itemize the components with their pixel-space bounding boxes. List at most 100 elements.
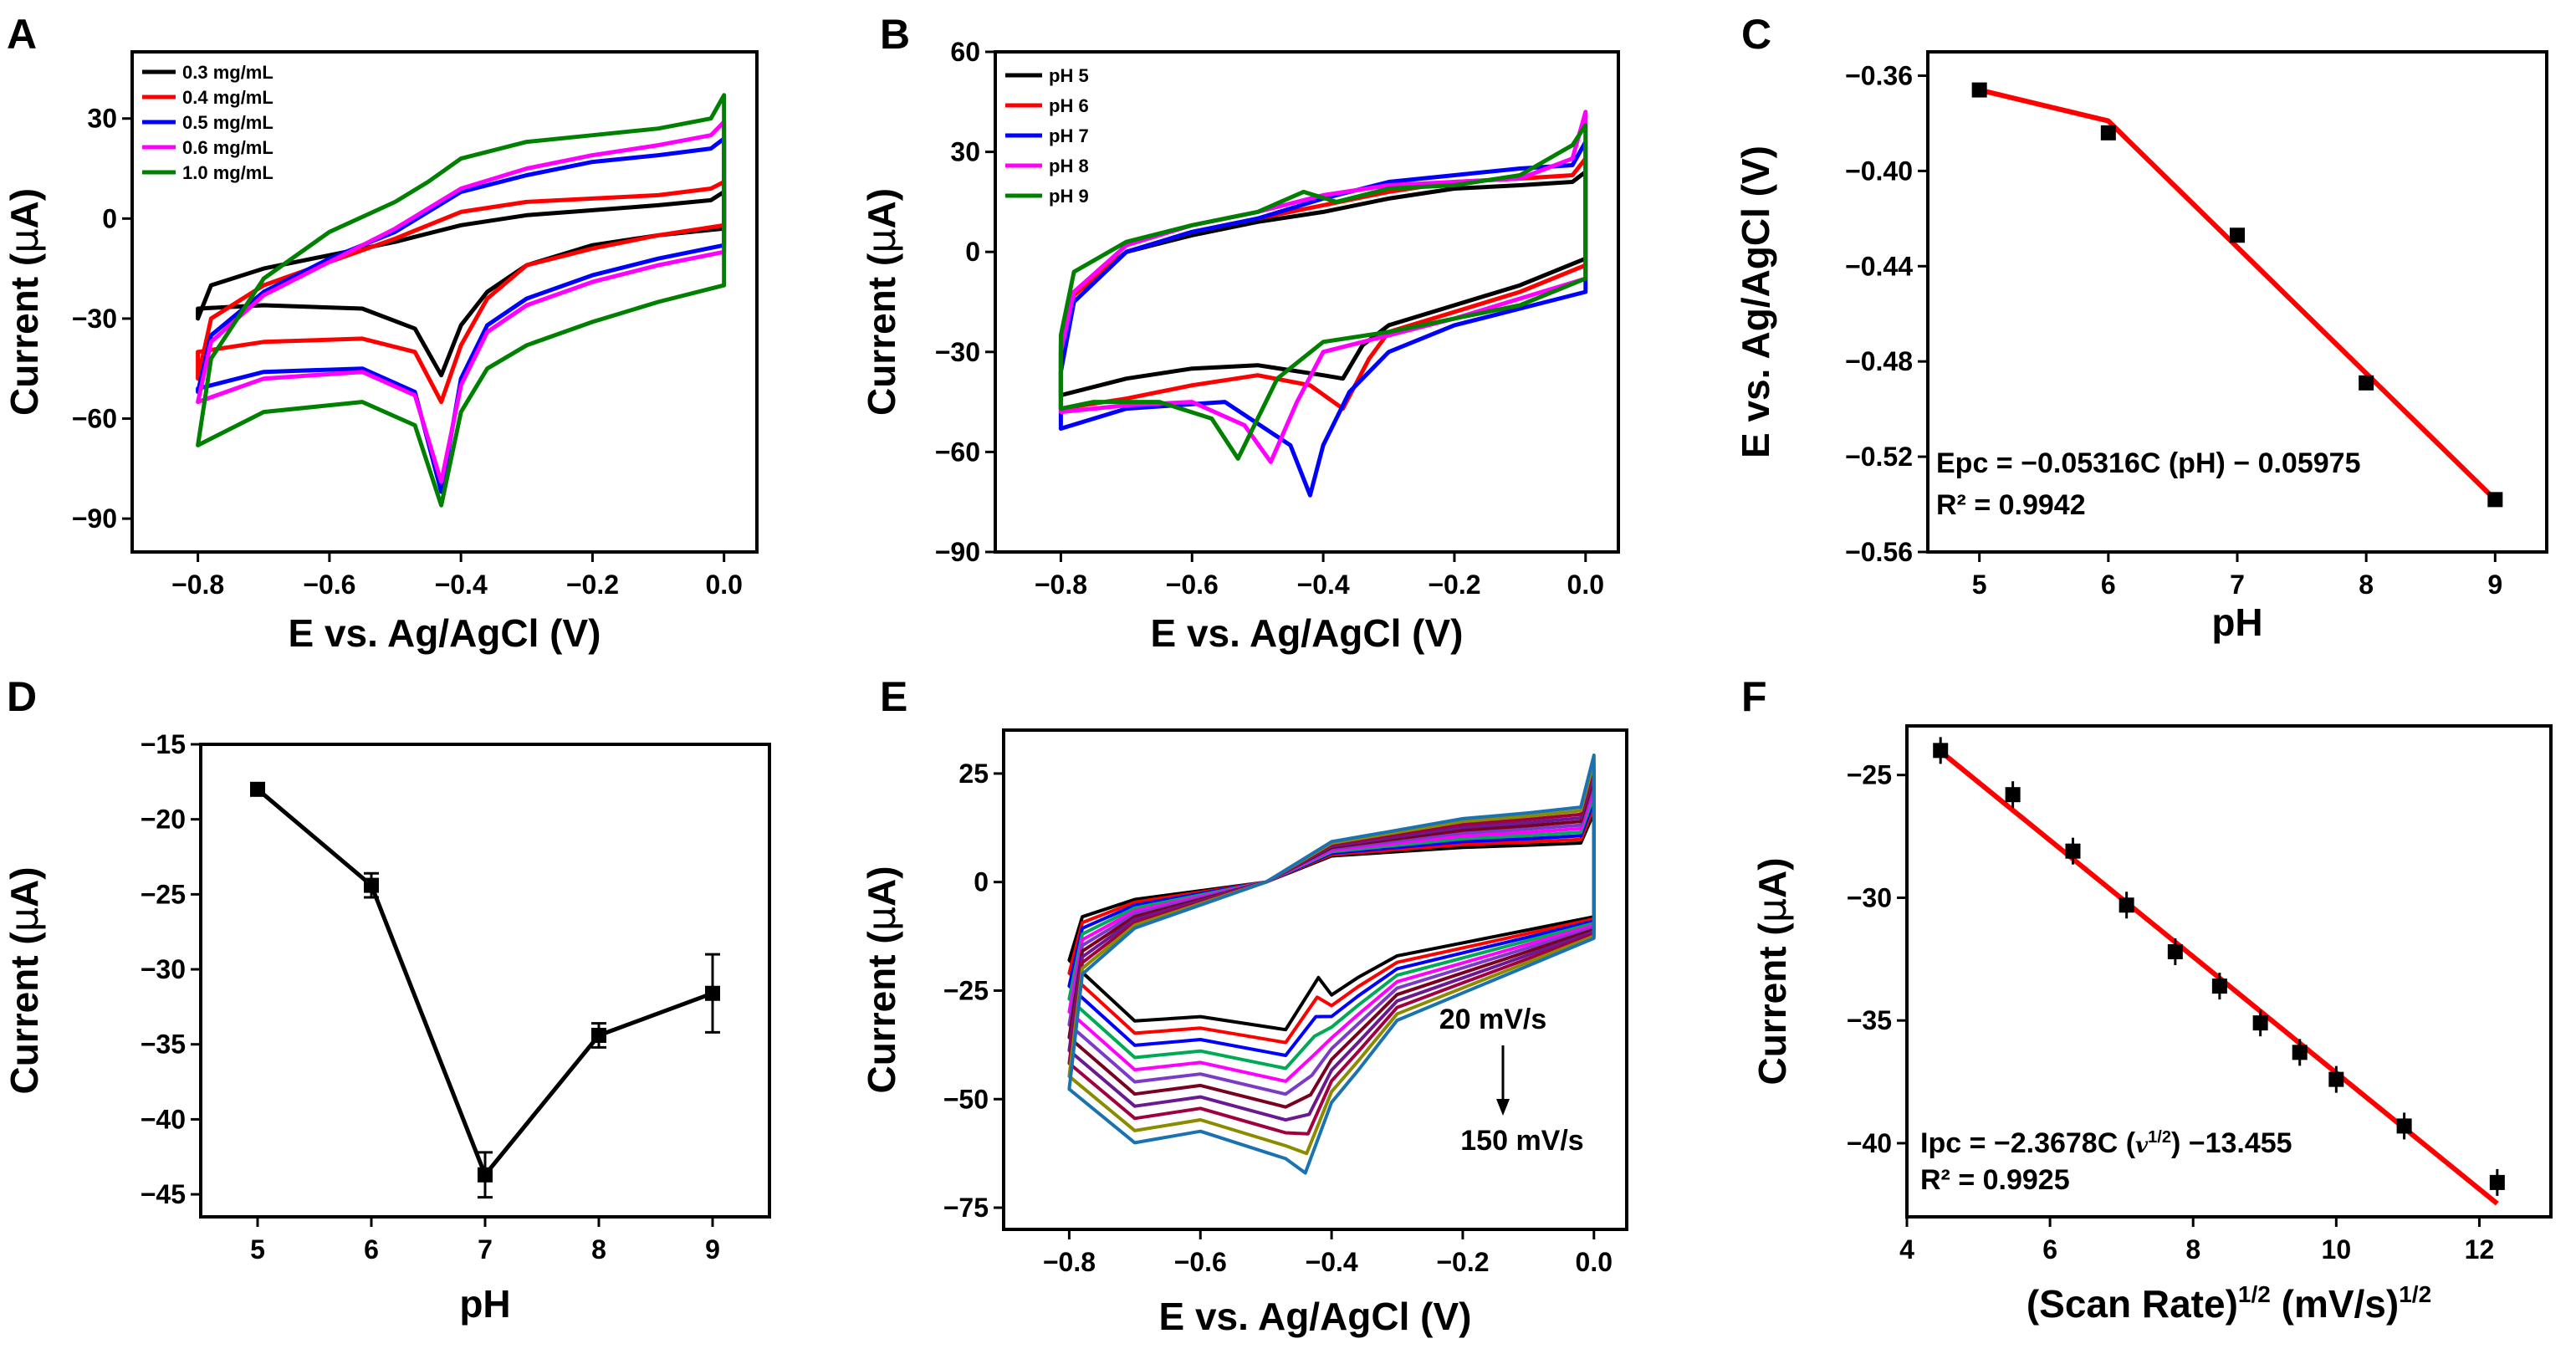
y-tick-label: −90: [72, 503, 117, 534]
y-tick-label: −40: [141, 1104, 186, 1134]
panel-label-f: F: [1741, 673, 1767, 720]
x-tick-label: 9: [2487, 570, 2502, 600]
y-tick-label: −0.56: [1845, 537, 1913, 567]
x-tick-label: −0.4: [435, 570, 488, 600]
y-tick-label: −50: [943, 1084, 989, 1114]
y-tick-label: −30: [935, 337, 980, 367]
data-point: [705, 985, 720, 1001]
cv-curve-4: [196, 120, 727, 484]
x-tick-label: −0.2: [1436, 1247, 1489, 1277]
trend-line: [256, 787, 713, 1178]
panel-label-c: C: [1741, 11, 1771, 58]
legend-entry: 1.0 mg/mL: [182, 162, 273, 183]
scan-rate-end: 150 mV/s: [1460, 1125, 1583, 1157]
x-tick-label: 6: [364, 1234, 379, 1265]
y-tick-label: −60: [935, 437, 980, 467]
y-tick-label: −25: [1847, 760, 1892, 790]
arrow-head: [1496, 1099, 1510, 1116]
y-tick-label: −0.48: [1845, 346, 1913, 376]
y-tick-label: 30: [87, 104, 117, 134]
chart-panel-f: 4 6 8 10 12 −25 −30 −35 −40 Ipc = −2.3678C (v1/2)…: [1750, 724, 2553, 1326]
scan-rate-start: 20 mV/s: [1439, 1004, 1547, 1035]
panel-label-b: B: [880, 11, 910, 58]
y-axis-label: Current (μA): [1750, 857, 1795, 1085]
x-axis-label: E vs. Ag/AgCl (V): [289, 611, 601, 655]
x-tick-label: 9: [705, 1234, 720, 1265]
y-tick-label: −60: [72, 404, 117, 434]
legend-entry: 0.3 mg/mL: [182, 62, 273, 83]
data-point: [2489, 1174, 2505, 1190]
y-axis-label: Current (μA): [2, 866, 47, 1094]
data-point: [2005, 787, 2021, 803]
y-tick-label: −40: [1847, 1128, 1892, 1158]
y-tick-label: −30: [141, 954, 186, 984]
fit-equation: Ipc = −2.3678C (v1/2) −13.455: [1920, 1127, 2292, 1159]
x-tick-label: −0.6: [1174, 1247, 1227, 1277]
legend-entry: pH 5: [1049, 65, 1089, 86]
x-tick-label: 0.0: [1576, 1247, 1613, 1277]
data-point: [2230, 227, 2245, 243]
panel-label-e: E: [880, 673, 907, 720]
chart-panel-c: 5 6 7 8 9 −0.36 −0.40 −0.44 −0.48 −0.52 −0.56 Epc =…: [1734, 50, 2548, 644]
x-tick-label: 4: [1899, 1234, 1914, 1265]
x-tick-label: −0.2: [566, 570, 619, 600]
y-tick-label: −20: [141, 805, 186, 835]
y-axis-label: Current (μA): [859, 188, 904, 416]
data-point: [2167, 944, 2183, 960]
x-tick-label: −0.8: [1035, 570, 1087, 600]
data-point: [591, 1027, 606, 1043]
y-tick-label: −30: [1847, 882, 1892, 912]
legend-entry: 0.6 mg/mL: [182, 137, 273, 158]
y-tick-label: 0: [965, 237, 980, 267]
cv-curve-ph-5: [1058, 123, 1588, 461]
cv-curve-ph-3: [1058, 140, 1588, 498]
y-axis-label: Current (μA): [2, 188, 47, 416]
x-tick-label: −0.8: [1043, 1247, 1096, 1277]
r-squared: R² = 0.9925: [1920, 1164, 2070, 1196]
y-tick-label: 0: [102, 203, 117, 233]
chart-panel-d: 5 6 7 8 9 −15 −20 −25 −30 −35 −40 −45 pH Current (μA): [2, 729, 771, 1326]
y-tick-label: 25: [958, 759, 989, 789]
y-axis-label: E vs. Ag/AgCl (V): [1734, 146, 1777, 458]
panel-label-d: D: [7, 673, 37, 720]
x-tick-label: 8: [2359, 570, 2374, 600]
x-axis-label: E vs. Ag/AgCl (V): [1151, 611, 1464, 655]
y-axis-label: Current (μA): [859, 866, 904, 1093]
y-tick-label: −30: [72, 304, 117, 334]
panel-label-a: A: [7, 11, 37, 58]
y-tick-label: 60: [950, 37, 980, 67]
chart-panel-a: −0.8 −0.6 −0.4 −0.2 0.0 30 0 −30 −60 −90 0.3 mg/mL…: [2, 50, 759, 655]
y-tick-label: −75: [943, 1193, 989, 1223]
x-tick-label: 12: [2465, 1234, 2495, 1265]
y-tick-label: −25: [943, 975, 989, 1005]
x-tick-label: 0.0: [705, 570, 742, 600]
data-point: [364, 877, 379, 893]
x-axis-label: pH: [2211, 600, 2262, 644]
data-point: [2328, 1071, 2344, 1087]
x-axis-label: pH: [459, 1282, 510, 1326]
y-tick-label: −35: [1847, 1005, 1892, 1035]
x-tick-label: −0.8: [171, 570, 224, 600]
y-tick-label: −35: [141, 1030, 186, 1060]
y-tick-label: 0: [974, 867, 989, 897]
x-tick-label: 5: [1972, 570, 1987, 600]
x-tick-label: 5: [250, 1234, 265, 1265]
x-tick-label: 6: [2042, 1234, 2057, 1265]
x-axis-label: E vs. Ag/AgCl (V): [1159, 1295, 1472, 1338]
legend-entry: pH 8: [1049, 156, 1089, 176]
y-tick-label: −90: [935, 537, 980, 567]
y-tick-label: −15: [141, 729, 186, 759]
x-tick-label: 7: [478, 1234, 493, 1265]
y-tick-label: −45: [141, 1179, 186, 1209]
legend-entry: pH 9: [1049, 186, 1089, 207]
data-point: [2396, 1118, 2412, 1134]
chart-panel-e: −0.8 −0.6 −0.4 −0.2 0.0 25 0 −25 −50 −75 20 mV/s 15…: [859, 728, 1628, 1338]
legend-entry: 0.4 mg/mL: [182, 87, 273, 108]
x-tick-label: 6: [2101, 570, 2116, 600]
r-squared: R² = 0.9942: [1936, 489, 2086, 521]
x-tick-label: 8: [591, 1234, 606, 1265]
x-tick-label: 10: [2322, 1234, 2352, 1265]
fit-equation: Epc = −0.05316C (pH) − 0.05975: [1936, 447, 2360, 479]
y-tick-label: −25: [141, 879, 186, 909]
x-tick-label: 8: [2185, 1234, 2200, 1265]
